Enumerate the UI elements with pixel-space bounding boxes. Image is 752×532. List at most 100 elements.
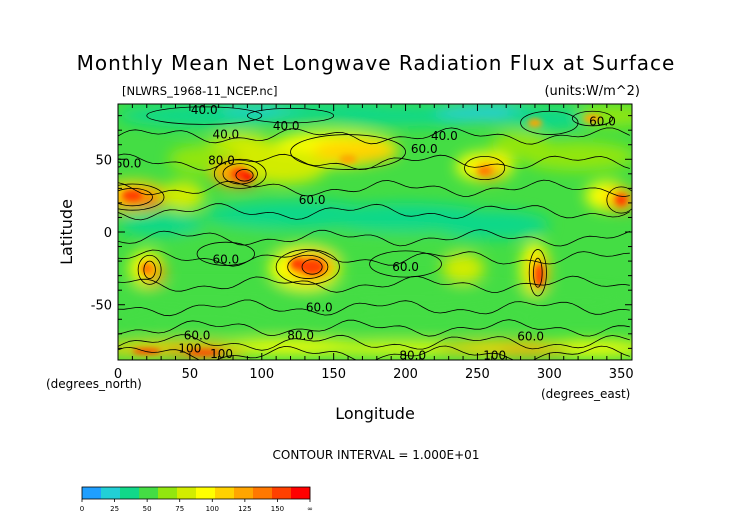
field-hotspot [615,194,627,206]
contour-ring [137,254,162,285]
field-hotspot [290,258,305,270]
contour-ring [571,110,613,127]
chart-title: Monthly Mean Net Longwave Radiation Flux… [77,51,676,75]
x-tick-label: 100 [249,367,274,382]
y-axis-unit: (degrees_north) [46,377,142,391]
colorbar-swatch [272,487,292,499]
field-region [276,232,478,256]
contour-ring [275,249,340,285]
colorbar-tick-label: 150 [271,505,284,513]
chart-subtitle-units: (units:W/m^2) [544,84,640,99]
plot-area: 40.0 40.0 40.0 40.0 60.0 60.0 60.0 80.0 60.0 60.0… [115,103,632,363]
colorbar-swatch [139,487,159,499]
contour-ring [528,249,547,297]
axes: 0 50 100 150 200 250 300 350 50 0 -50 [91,104,634,382]
colorbar-swatch [82,487,102,499]
contour-label: 40.0 [191,103,218,117]
field-region [118,285,320,310]
field-hotspot [122,189,143,202]
contour-line [118,153,630,171]
contour-line [118,179,630,198]
field-hotspot [300,259,324,275]
contour-line [118,203,630,221]
contour-ring [464,155,506,181]
contour-ring [143,260,156,279]
contour-line [118,275,630,293]
colorbar-swatch [196,487,216,499]
y-tick-label: 50 [95,153,112,168]
field-hotspot [339,154,357,164]
colorbar: 0 25 50 75 100 125 150 ∞ [80,486,313,513]
field-hotspot [187,349,222,356]
colorbar-tick-label: 0 [80,505,84,513]
x-tick-label: 300 [537,367,562,382]
field-region [161,181,205,211]
contour-label: 60.0 [589,114,616,128]
contour-labels: 40.0 40.0 40.0 40.0 60.0 60.0 60.0 80.0 60.0 60.0… [115,103,616,363]
field-hotspot [141,262,153,275]
contour-label: 100 [483,349,506,363]
field-region [312,140,399,164]
field-region [118,213,205,237]
contour-ring [301,259,323,275]
contour-label: 60.0 [299,193,326,207]
x-tick-label: 250 [465,367,490,382]
field-region [118,313,320,331]
y-tick-label: -50 [91,299,112,314]
contour-ring [606,186,632,214]
field-region [506,106,593,131]
contour-label: 80.0 [399,349,426,363]
colorbar-tick-label: ∞ [307,505,313,513]
contour-label: 80.0 [208,154,235,168]
field-hotspot [241,172,254,182]
contour-interval: CONTOUR INTERVAL = 1.000E+01 [273,448,480,462]
field-region [441,253,485,283]
contour-label: 60.0 [212,253,239,267]
field-hotspot [583,114,602,123]
colorbar-swatch [177,487,197,499]
contour-label: 60.0 [184,328,211,342]
field-hotspot [527,118,543,128]
contour-label: 80.0 [287,328,314,342]
x-tick-label: 350 [609,367,634,382]
contour-label: 100 [178,341,201,355]
colorbar-tick-label: 50 [143,505,152,513]
field-region [240,149,327,184]
contour-label: 60.0 [306,301,333,315]
field-hotspot [477,166,492,176]
contour-line [118,249,630,267]
contour-ring [213,158,267,189]
colorbar-tick-label: 25 [110,505,119,513]
x-axis-label: Longitude [335,404,415,423]
field-region [434,210,550,240]
contour-label: 60.0 [115,157,142,171]
colorbar-tick-label: 100 [206,505,219,513]
contour-label: 40.0 [273,119,300,133]
contour-line [118,127,630,145]
x-axis-unit: (degrees_east) [541,387,630,401]
colorbar-swatch [120,487,140,499]
contour-ring [520,110,579,135]
contour-ring [235,169,254,182]
contour-label: 40.0 [212,128,239,142]
x-tick-label: 200 [393,367,418,382]
field-region [499,346,571,356]
field-region [520,141,632,171]
contour-label: 40.0 [431,129,458,143]
colorbar-frame [81,486,311,500]
colorbar-swatch [234,487,254,499]
contour-label: 60.0 [517,330,544,344]
contour-line [118,334,630,351]
colorbar-swatch [215,487,235,499]
contour-ring [533,257,543,288]
field-region [276,313,535,331]
contour-ring [246,107,335,124]
contour-line [118,299,630,317]
contour-line [118,319,630,337]
contour-line [118,345,630,360]
x-tick-label: 150 [321,367,346,382]
contour-ring [287,254,329,279]
colorbar-swatch [101,487,121,499]
contour-ring [196,241,255,266]
